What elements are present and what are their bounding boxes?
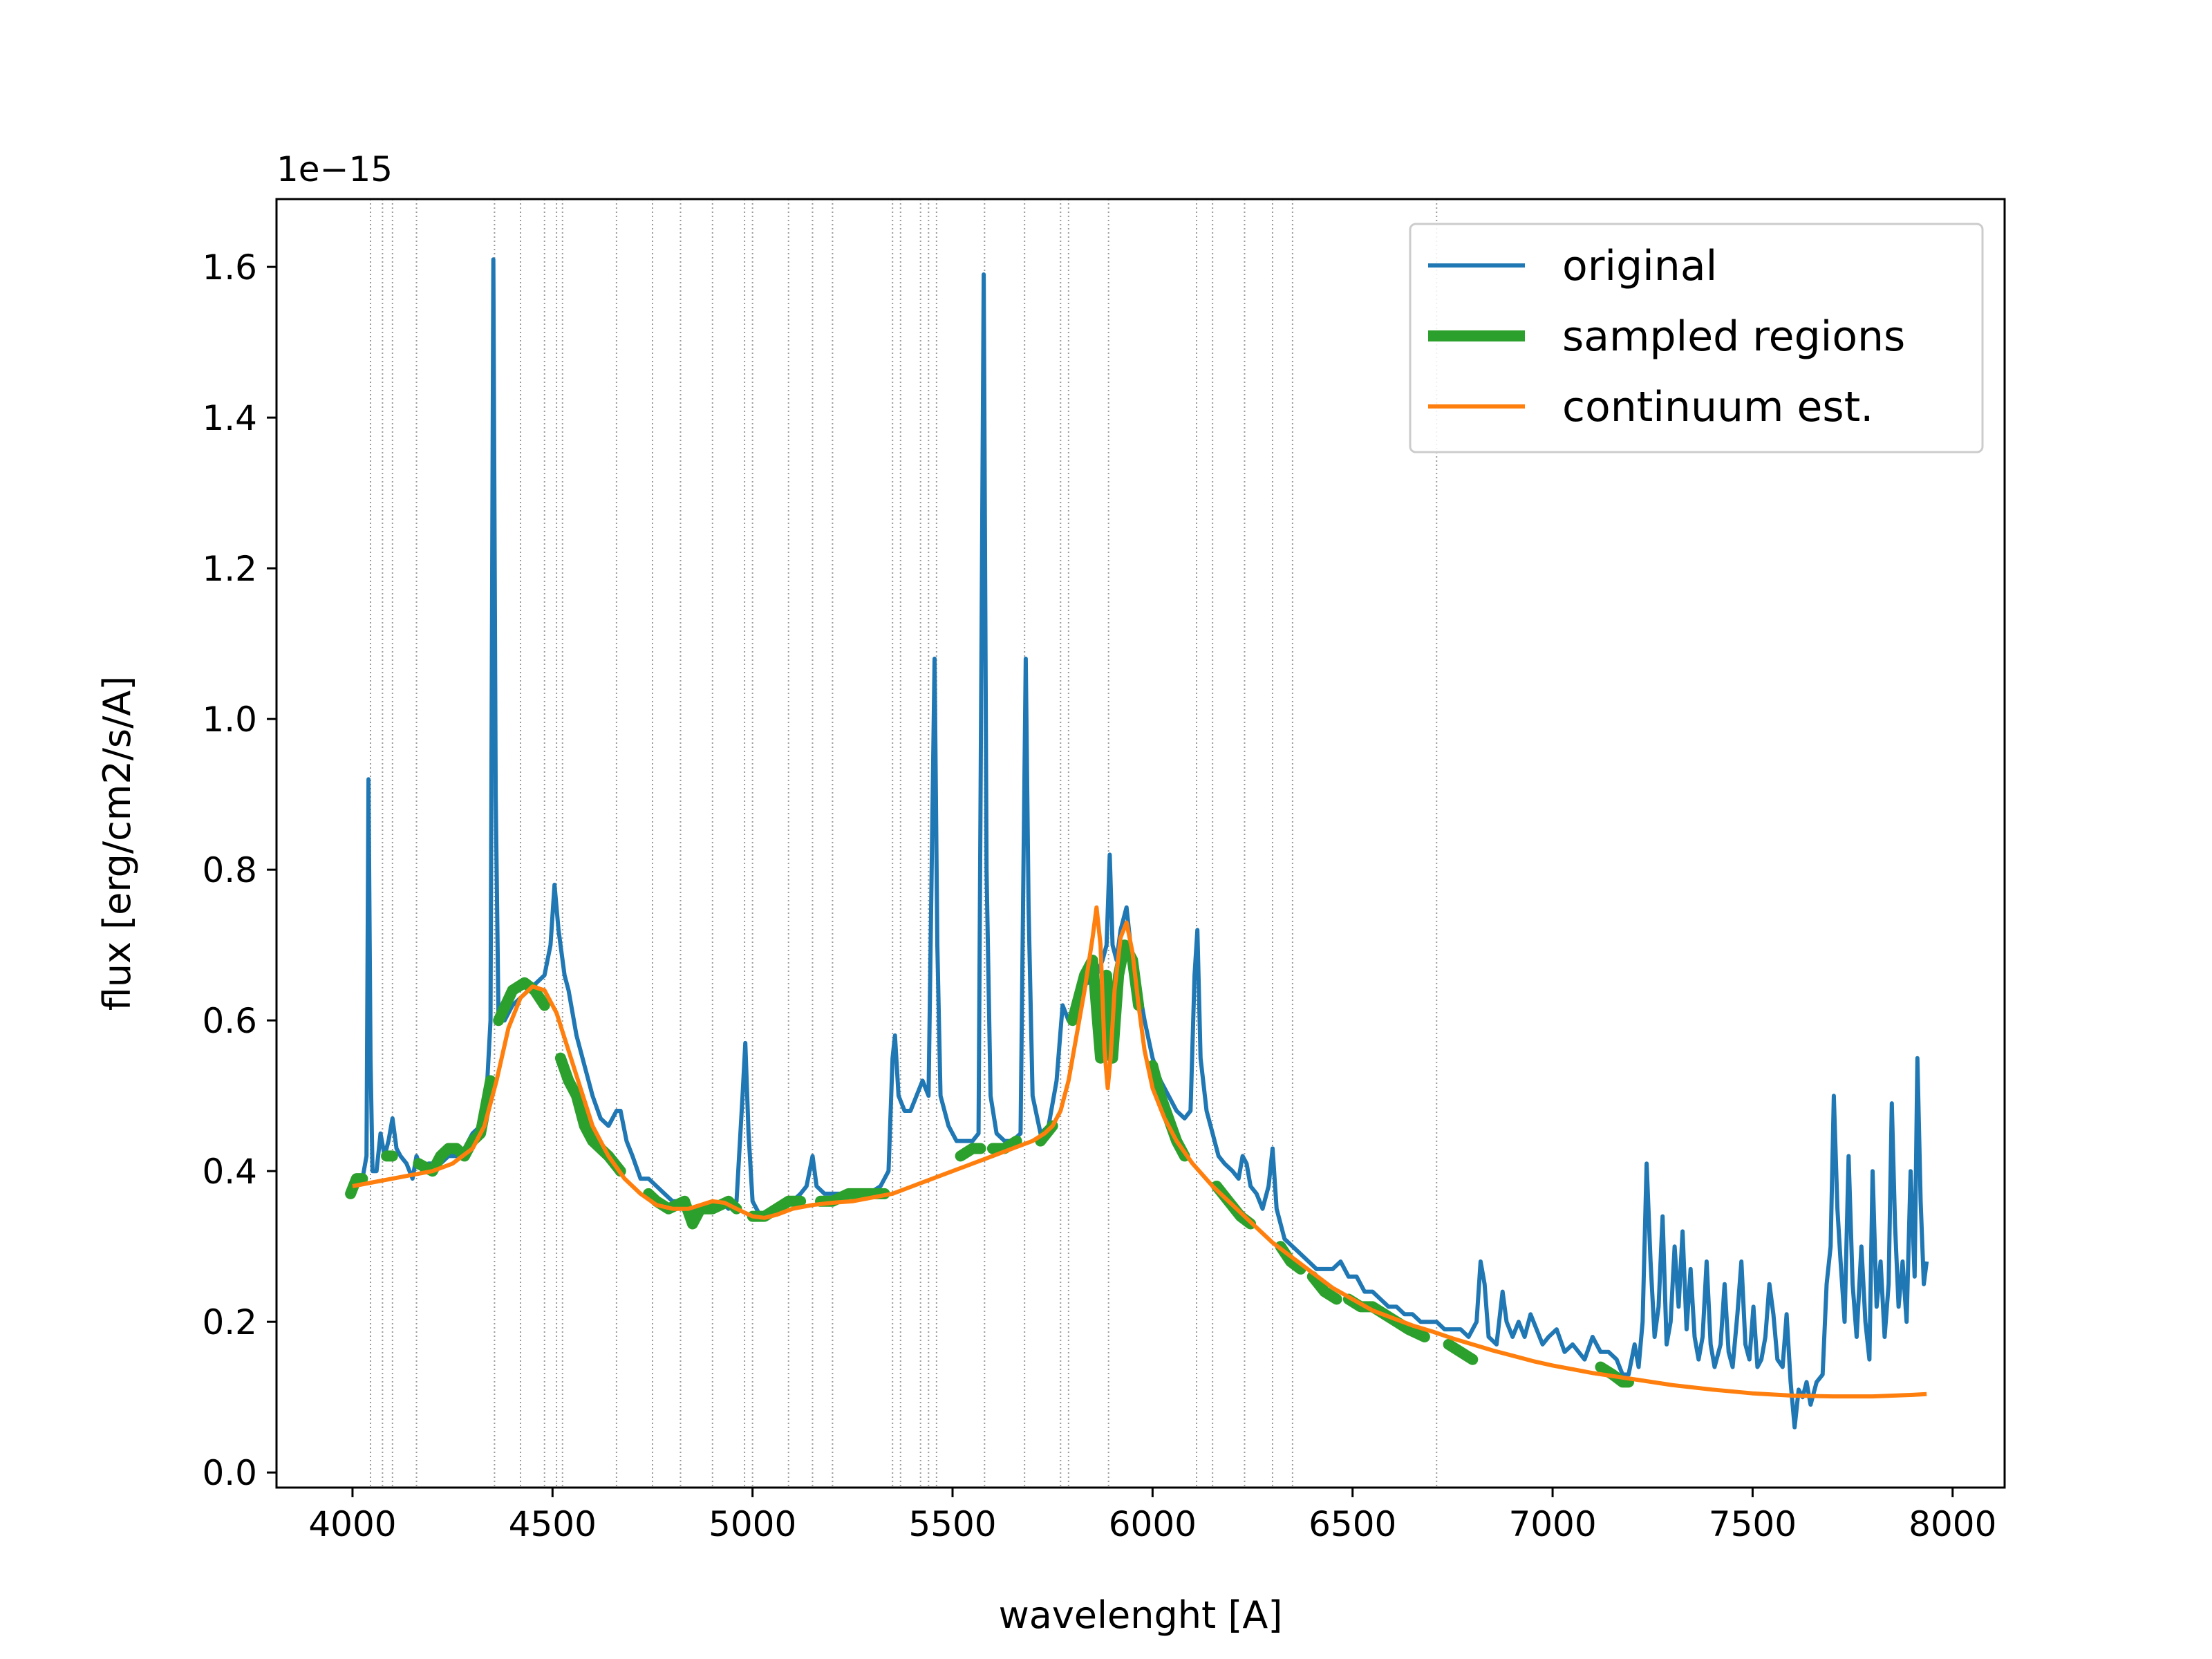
legend-label-continuum-est: continuum est.	[1562, 383, 1873, 431]
x-tick-label: 6500	[1309, 1504, 1396, 1544]
x-tick-label: 7500	[1709, 1504, 1797, 1544]
y-offset-label: 1e−15	[276, 149, 393, 189]
x-tick-label: 5500	[908, 1504, 996, 1544]
plot-area-frame	[275, 198, 2006, 1489]
series-sampled-regions-segment	[986, 1135, 1022, 1154]
x-tick-label: 5000	[709, 1504, 796, 1544]
y-tick-label: 0.0	[202, 1453, 257, 1493]
legend-label-sampled-regions: sampled regions	[1562, 312, 1905, 361]
legend-box	[1409, 223, 1984, 453]
y-tick-label: 0.2	[202, 1302, 257, 1342]
x-axis-ticks: 4000 4500 5000 5500 6000 6500 7000 7500 8000	[308, 1488, 1996, 1544]
y-tick-label: 1.6	[202, 247, 257, 288]
series-sampled-regions-segment	[1306, 1271, 1342, 1305]
x-tick-label: 8000	[1909, 1504, 1996, 1544]
legend: original sampled regions continuum est.	[1409, 223, 1984, 453]
series-original-line	[350, 257, 1929, 1430]
series-sampled-regions-segment	[1443, 1338, 1479, 1365]
y-axis-label: flux [erg/cm2/s/A]	[95, 676, 139, 1011]
legend-label-original: original	[1562, 242, 1717, 290]
x-axis-label: wavelenght [A]	[999, 1593, 1283, 1637]
series-sampled-regions-segment	[955, 1143, 986, 1162]
y-axis-ticks: 0.0 0.2 0.4 0.6 0.8 1.0 1.2 1.4 1.6	[202, 247, 276, 1493]
y-tick-label: 1.4	[202, 398, 257, 438]
x-tick-label: 4000	[308, 1504, 396, 1544]
series-sampled-regions-segment	[345, 1173, 368, 1199]
x-tick-label: 4500	[509, 1504, 597, 1544]
y-tick-label: 1.2	[202, 549, 257, 589]
plot-series	[345, 257, 1929, 1430]
y-tick-label: 0.6	[202, 1001, 257, 1041]
series-sampled-regions-segment	[493, 977, 550, 1027]
y-tick-label: 0.8	[202, 850, 257, 890]
y-tick-label: 1.0	[202, 700, 257, 740]
x-tick-label: 7000	[1508, 1504, 1596, 1544]
y-tick-label: 0.4	[202, 1152, 257, 1192]
series-continuum-est-line	[352, 905, 1927, 1399]
x-tick-label: 6000	[1109, 1504, 1197, 1544]
